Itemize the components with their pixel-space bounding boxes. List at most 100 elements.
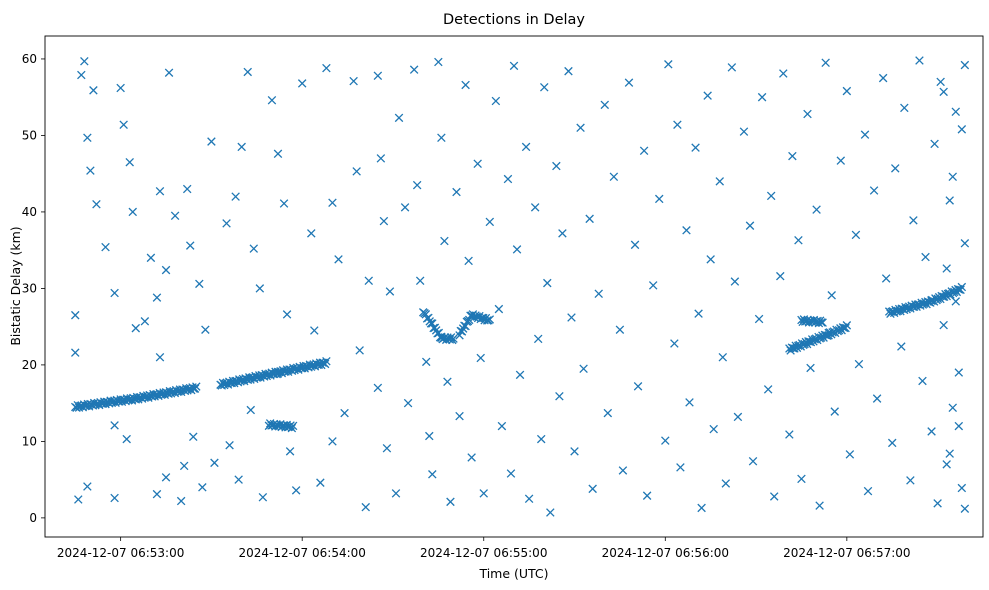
data-point	[745, 221, 755, 230]
data-point	[322, 356, 331, 366]
data-point	[494, 304, 504, 314]
data-point	[195, 279, 204, 289]
data-point	[776, 271, 785, 281]
data-point	[890, 164, 900, 173]
data-point	[116, 83, 125, 93]
data-point	[334, 255, 343, 264]
data-point	[900, 103, 909, 113]
y-tick-label: 40	[22, 205, 37, 219]
y-axis: 0 10 20 30 40 50 60	[22, 52, 45, 525]
data-point	[340, 408, 349, 418]
data-point	[812, 205, 821, 214]
data-point	[570, 447, 579, 456]
data-point	[769, 492, 779, 501]
data-point	[201, 325, 210, 334]
data-point	[512, 245, 522, 254]
data-point	[648, 281, 658, 290]
data-point	[766, 191, 776, 201]
data-point	[552, 161, 561, 171]
data-point	[509, 61, 519, 71]
data-point	[473, 159, 482, 168]
data-point	[249, 244, 259, 253]
data-point	[297, 79, 307, 88]
data-point	[322, 63, 331, 73]
data-point	[86, 166, 95, 175]
data-point	[860, 130, 870, 139]
data-point	[415, 276, 425, 286]
data-point	[842, 321, 852, 330]
data-point	[721, 479, 731, 488]
data-point	[909, 216, 918, 225]
data-point	[286, 421, 295, 430]
data-point	[951, 297, 961, 306]
data-point	[842, 86, 852, 96]
data-point	[74, 495, 83, 504]
data-point	[207, 137, 216, 146]
data-point	[682, 226, 691, 235]
data-point	[225, 440, 234, 450]
data-point	[957, 125, 967, 134]
data-point	[170, 211, 180, 221]
data-point	[185, 241, 195, 250]
data-point	[282, 310, 292, 319]
data-point	[960, 239, 970, 248]
data-point	[161, 265, 171, 275]
data-point	[379, 216, 389, 226]
data-point	[543, 278, 552, 288]
data-point	[803, 109, 812, 119]
data-point	[727, 63, 737, 72]
data-point	[376, 154, 386, 163]
data-point	[779, 69, 788, 78]
data-point	[443, 377, 452, 386]
y-tick-label: 50	[22, 128, 37, 142]
data-point	[349, 76, 358, 86]
data-point	[291, 486, 301, 495]
data-point	[282, 365, 292, 374]
data-point	[428, 470, 437, 479]
data-point	[234, 475, 243, 484]
data-point	[951, 107, 961, 116]
data-point	[254, 371, 264, 380]
data-point	[412, 180, 422, 190]
data-point	[676, 463, 685, 472]
data-point	[394, 113, 404, 123]
data-point	[878, 73, 888, 83]
data-point	[176, 496, 186, 506]
data-point	[449, 334, 458, 343]
data-point	[110, 421, 119, 430]
data-point	[279, 199, 289, 208]
data-point	[77, 70, 86, 80]
data-point	[485, 315, 495, 324]
data-point	[642, 491, 652, 500]
data-point	[763, 385, 773, 394]
data-point	[101, 242, 110, 252]
data-point	[285, 447, 295, 456]
data-point	[189, 432, 198, 442]
data-point	[609, 172, 619, 181]
data-point	[373, 71, 383, 81]
data-point	[464, 256, 473, 266]
data-point	[83, 482, 92, 491]
data-point	[539, 82, 549, 92]
y-tick-label: 10	[22, 434, 37, 448]
data-point	[237, 142, 246, 152]
data-point	[881, 274, 891, 283]
data-point	[615, 325, 625, 334]
data-point	[328, 437, 337, 446]
data-point	[709, 424, 718, 434]
data-point	[210, 458, 219, 468]
data-point	[887, 438, 897, 448]
data-point	[352, 167, 361, 176]
data-point	[299, 361, 308, 371]
x-tick-label: 2024-12-07 06:57:00	[783, 546, 910, 560]
data-point	[307, 229, 316, 238]
data-point	[624, 78, 634, 87]
data-point	[70, 310, 80, 320]
x-axis-label: Time (UTC)	[478, 566, 548, 581]
data-point	[316, 478, 325, 487]
data-point	[673, 120, 682, 129]
data-point	[288, 421, 298, 431]
y-tick-label: 60	[22, 52, 37, 66]
data-points	[70, 56, 970, 517]
